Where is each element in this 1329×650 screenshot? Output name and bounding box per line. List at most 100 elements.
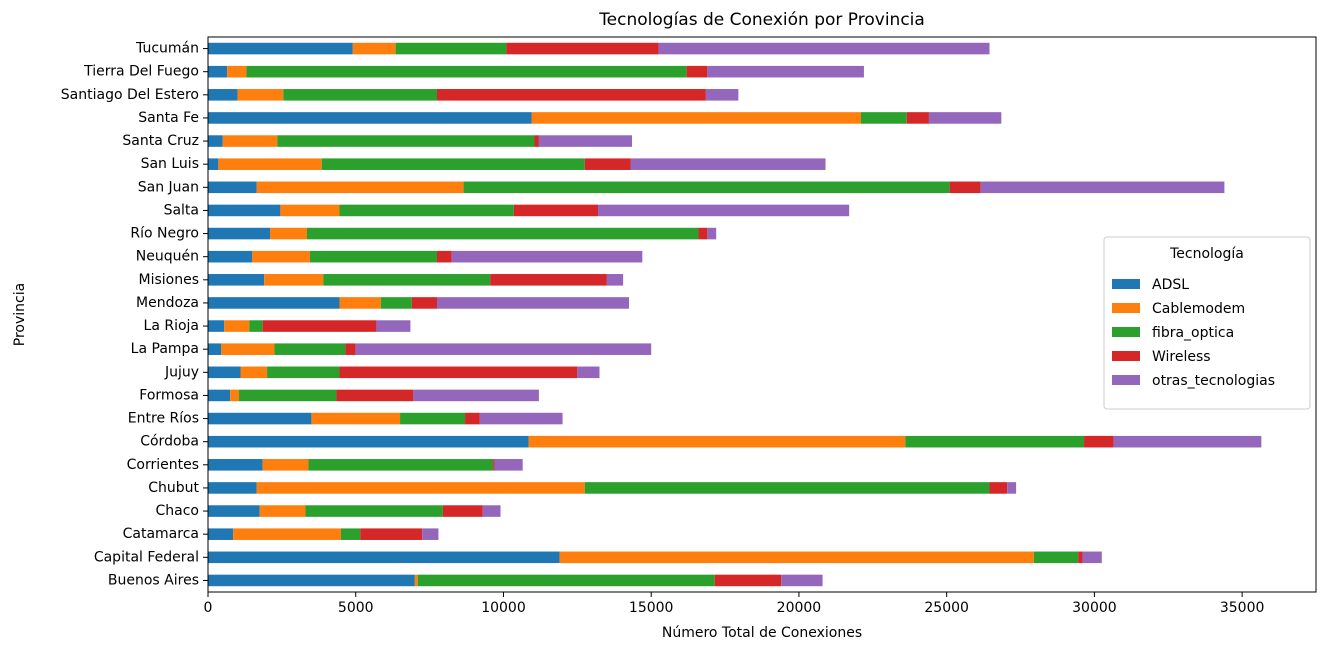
bar-misiones-otras-tecnologias <box>606 274 624 286</box>
bar-tucuman-fibra-optica <box>395 42 507 55</box>
legend-label-adsl: ADSL <box>1152 277 1189 293</box>
legend-title: Tecnología <box>1169 246 1244 262</box>
bar-santiago-del-estero-cablemodem <box>237 89 284 101</box>
bar-catamarca-wireless <box>360 528 423 540</box>
bar-rio-negro-otras-tecnologias <box>707 227 717 240</box>
bar-buenos-aires-otras-tecnologias <box>781 574 823 587</box>
bar-salta-otras-tecnologias <box>598 204 850 217</box>
x-tick-label: 10000 <box>481 600 526 616</box>
bar-san-juan-fibra-optica <box>463 181 950 194</box>
chart-title: Tecnologías de Conexión por Provincia <box>598 10 925 30</box>
bar-tierra-del-fuego-fibra-optica <box>246 65 687 78</box>
y-axis-title: Provincia <box>12 283 28 346</box>
legend-label-cablemodem: Cablemodem <box>1152 301 1245 317</box>
y-tick-label: Neuquén <box>136 249 199 265</box>
bar-buenos-aires-fibra-optica <box>417 574 715 587</box>
bar-cordoba-cablemodem <box>528 435 906 448</box>
x-tick-label: 30000 <box>1072 600 1117 616</box>
bar-rio-negro-wireless <box>698 227 708 240</box>
y-tick-label: Santa Cruz <box>122 133 199 149</box>
bar-catamarca-fibra-optica <box>340 528 361 540</box>
bar-la-rioja-adsl <box>208 320 225 332</box>
y-tick-label: Misiones <box>139 272 200 288</box>
bar-santa-fe-fibra-optica <box>860 112 907 124</box>
bar-san-luis-wireless <box>584 158 631 170</box>
y-tick-label: Corrientes <box>127 457 199 473</box>
y-tick-label: Entre Ríos <box>128 411 199 427</box>
bar-salta-adsl <box>208 204 281 217</box>
x-axis-title: Número Total de Conexiones <box>662 625 862 641</box>
y-tick-label: San Luis <box>141 156 199 172</box>
bar-chubut-wireless <box>989 482 1008 494</box>
bar-formosa-wireless <box>336 389 414 402</box>
bar-misiones-cablemodem <box>264 274 324 286</box>
bar-corrientes-fibra-optica <box>308 459 494 471</box>
bar-san-juan-adsl <box>208 181 257 194</box>
bar-chaco-adsl <box>208 505 260 517</box>
y-tick-label: Jujuy <box>164 364 199 380</box>
x-tick-label: 20000 <box>777 600 822 616</box>
bar-catamarca-adsl <box>208 528 234 540</box>
legend-swatch-fibra-optica <box>1112 327 1140 337</box>
bar-formosa-cablemodem <box>230 389 240 402</box>
bar-mendoza-fibra-optica <box>380 297 412 309</box>
bar-salta-cablemodem <box>280 204 340 217</box>
bar-jujuy-fibra-optica <box>267 366 340 379</box>
y-tick-label: Capital Federal <box>94 549 199 565</box>
bar-cordoba-fibra-optica <box>905 435 1085 448</box>
bar-la-rioja-wireless <box>262 320 377 332</box>
bar-jujuy-cablemodem <box>240 366 268 379</box>
legend-items: ADSL Cablemodem fibra_optica Wireless otras_… <box>1112 277 1275 389</box>
bar-santiago-del-estero-fibra-optica <box>283 89 437 101</box>
bar-la-pampa-fibra-optica <box>274 343 346 355</box>
bar-rio-negro-fibra-optica <box>306 227 699 240</box>
legend: Tecnología ADSL Cablemodem fibra_optica Wir… <box>1103 236 1311 410</box>
y-tick-label: Río Negro <box>130 226 199 242</box>
y-tick-label: Tucumán <box>135 41 199 57</box>
bar-neuquen-adsl <box>208 250 253 263</box>
x-tick-label: 25000 <box>924 600 969 616</box>
bar-corrientes-adsl <box>208 459 263 471</box>
y-tick-label: Chubut <box>148 480 199 496</box>
bar-cordoba-otras-tecnologias <box>1113 435 1262 448</box>
y-tick-label: La Pampa <box>131 341 199 357</box>
bar-santa-cruz-otras-tecnologias <box>538 135 632 147</box>
y-tick-label: Formosa <box>139 387 199 403</box>
bar-santiago-del-estero-wireless <box>436 89 706 101</box>
y-tick-label: Santa Fe <box>138 110 199 126</box>
bar-san-luis-adsl <box>208 158 219 170</box>
bar-formosa-fibra-optica <box>239 389 337 402</box>
y-tick-label: Tierra Del Fuego <box>83 64 199 80</box>
bar-san-luis-cablemodem <box>218 158 322 170</box>
x-tick-label: 35000 <box>1220 600 1265 616</box>
bar-la-pampa-adsl <box>208 343 222 355</box>
bar-santa-cruz-adsl <box>208 135 223 147</box>
bar-buenos-aires-adsl <box>208 574 415 587</box>
bar-cordoba-adsl <box>208 435 529 448</box>
bar-salta-fibra-optica <box>339 204 514 217</box>
y-tick-label: Salta <box>164 202 199 218</box>
bar-buenos-aires-wireless <box>714 574 782 587</box>
bar-santiago-del-estero-adsl <box>208 89 238 101</box>
bar-san-juan-wireless <box>949 181 981 194</box>
bar-tierra-del-fuego-otras-tecnologias <box>707 65 864 78</box>
legend-label-wireless: Wireless <box>1152 349 1211 365</box>
bar-santiago-del-estero-otras-tecnologias <box>705 89 739 101</box>
bar-santa-cruz-fibra-optica <box>277 135 535 147</box>
x-tick-label: 0 <box>204 600 213 616</box>
bar-la-rioja-fibra-optica <box>249 320 263 332</box>
legend-swatch-cablemodem <box>1112 303 1140 313</box>
y-tick-label: Santiago Del Estero <box>61 87 199 103</box>
bar-santa-cruz-wireless <box>534 135 539 147</box>
bar-la-rioja-cablemodem <box>224 320 250 332</box>
bar-salta-wireless <box>513 204 599 217</box>
y-tick-label: La Rioja <box>144 318 199 334</box>
bar-corrientes-cablemodem <box>262 459 309 471</box>
y-tick-label: Catamarca <box>123 526 199 542</box>
bar-santa-fe-cablemodem <box>531 112 861 124</box>
bar-tucuman-wireless <box>506 42 659 55</box>
bar-capital-federal-wireless <box>1078 551 1083 564</box>
legend-swatch-otras-tecnologias <box>1112 375 1140 385</box>
legend-swatch-adsl <box>1112 279 1140 289</box>
